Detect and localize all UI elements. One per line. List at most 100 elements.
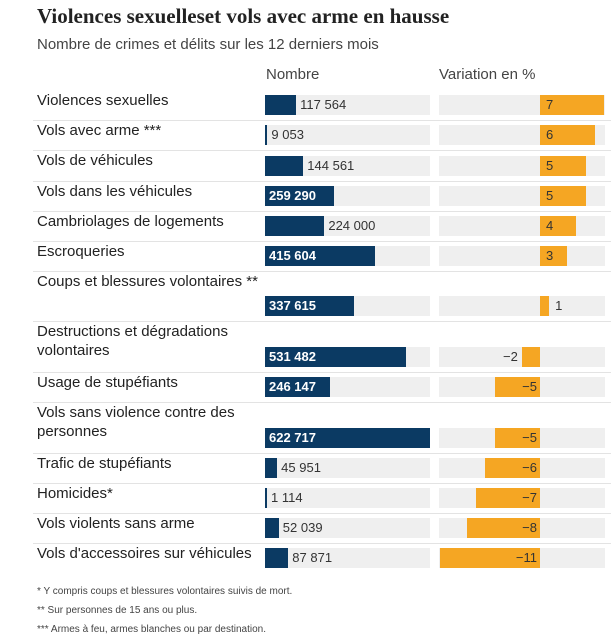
variation-value-label: −11 xyxy=(515,550,537,565)
row-separator xyxy=(33,483,611,484)
category-label: Vols d'accessoires sur véhicules xyxy=(37,545,252,562)
variation-bar xyxy=(540,125,595,145)
variation-bar xyxy=(540,246,568,266)
category-label: Vols violents sans arme xyxy=(37,515,195,532)
row-separator xyxy=(33,241,611,242)
category-label: Homicides* xyxy=(37,485,113,502)
category-label: Cambriolages de logements xyxy=(37,213,224,230)
nombre-bar xyxy=(265,548,289,568)
variation-value-label: 5 xyxy=(546,188,554,203)
variation-value-label: 7 xyxy=(546,97,554,112)
nombre-value-label: 9 053 xyxy=(271,127,304,142)
nombre-value-label: 144 561 xyxy=(307,158,355,173)
variation-bar xyxy=(540,296,550,316)
variation-value-label: −6 xyxy=(522,460,537,475)
nombre-bar xyxy=(265,458,278,478)
row-separator xyxy=(33,150,611,151)
category-label: Vols avec arme *** xyxy=(37,122,162,139)
category-label: Coups et blessures volontaires ** xyxy=(37,273,258,290)
variation-bar xyxy=(540,156,586,176)
nombre-track xyxy=(265,458,430,478)
column-header-variation: Variation en % xyxy=(439,66,536,83)
nombre-bar xyxy=(265,125,268,145)
nombre-value-label: 52 039 xyxy=(282,520,323,535)
category-label: Usage de stupéfiants xyxy=(37,374,178,391)
category-label: Vols de véhicules xyxy=(37,152,153,169)
nombre-bar xyxy=(265,518,279,538)
nombre-value-label: 1 114 xyxy=(271,490,303,505)
variation-track xyxy=(439,296,605,316)
nombre-bar xyxy=(265,186,334,206)
nombre-value-label: 224 000 xyxy=(328,218,376,233)
footnote-age: ** Sur personnes de 15 ans ou plus. xyxy=(37,605,198,616)
variation-value-label: 6 xyxy=(546,127,554,142)
variation-bar xyxy=(540,186,586,206)
nombre-bar xyxy=(265,216,325,236)
row-separator xyxy=(33,513,611,514)
nombre-track xyxy=(265,518,430,538)
variation-value-label: 5 xyxy=(546,158,554,173)
category-label: Trafic de stupéfiants xyxy=(37,455,172,472)
nombre-track xyxy=(265,125,430,145)
column-header-nombre: Nombre xyxy=(266,66,320,83)
variation-bar xyxy=(521,347,540,367)
nombre-bar xyxy=(265,95,297,115)
variation-value-label: −7 xyxy=(522,490,537,505)
row-separator xyxy=(33,181,611,182)
variation-track xyxy=(439,216,605,236)
nombre-value-label: 337 615 xyxy=(269,298,316,313)
row-separator xyxy=(33,211,611,212)
nombre-bar xyxy=(265,377,331,397)
nombre-value-label: 45 951 xyxy=(281,460,321,475)
variation-track xyxy=(439,246,605,266)
variation-bar xyxy=(485,458,540,478)
row-separator xyxy=(33,271,611,272)
variation-bar xyxy=(494,377,540,397)
variation-bar xyxy=(494,428,540,448)
nombre-bar xyxy=(265,428,430,448)
variation-bar xyxy=(439,548,540,568)
nombre-value-label: 246 147 xyxy=(269,379,316,394)
variation-bar xyxy=(476,488,540,508)
nombre-bar xyxy=(265,296,355,316)
variation-value-label: −5 xyxy=(522,430,537,445)
category-label: Violences sexuelles xyxy=(37,92,169,109)
chart-title: Violences sexuelles⁣et vols avec arme en… xyxy=(37,4,450,28)
footnote-armes: *** Armes à feu, armes blanches ou par d… xyxy=(37,624,267,635)
nombre-bar xyxy=(265,156,304,176)
footnote-homicides: * Y compris coups et blessures volontair… xyxy=(37,586,293,597)
nombre-value-label: 259 290 xyxy=(269,188,316,203)
category-label: Vols dans les véhicules xyxy=(37,183,193,200)
row-separator xyxy=(33,402,611,403)
variation-bar xyxy=(540,216,577,236)
row-separator xyxy=(33,372,611,373)
category-label: Destructions et dégradations volontaires xyxy=(37,323,228,359)
category-label: Vols sans violence contre des personnes xyxy=(37,404,235,440)
chart-subtitle: Nombre de crimes et délits sur les 12 de… xyxy=(37,36,379,53)
row-separator xyxy=(33,120,611,121)
row-separator xyxy=(33,321,611,322)
variation-bar xyxy=(467,518,540,538)
variation-value-label: 3 xyxy=(546,248,554,263)
category-label: Escroqueries xyxy=(37,243,125,260)
row-separator xyxy=(33,543,611,544)
nombre-track xyxy=(265,156,430,176)
variation-value-label: −5 xyxy=(522,379,537,394)
nombre-track xyxy=(265,548,430,568)
row-separator xyxy=(33,453,611,454)
nombre-track xyxy=(265,95,430,115)
nombre-value-label: 117 564 xyxy=(300,97,347,112)
nombre-bar xyxy=(265,246,376,266)
nombre-value-label: 622 717 xyxy=(269,430,316,445)
variation-value-label: 1 xyxy=(555,298,563,313)
nombre-bar xyxy=(265,488,267,508)
variation-value-label: −2 xyxy=(502,349,518,364)
variation-value-label: −8 xyxy=(522,520,537,535)
nombre-value-label: 531 482 xyxy=(269,349,316,364)
variation-bar xyxy=(540,95,604,115)
variation-value-label: 4 xyxy=(546,218,554,233)
nombre-value-label: 415 604 xyxy=(269,248,316,263)
nombre-track xyxy=(265,488,430,508)
nombre-value-label: 87 871 xyxy=(292,550,333,565)
